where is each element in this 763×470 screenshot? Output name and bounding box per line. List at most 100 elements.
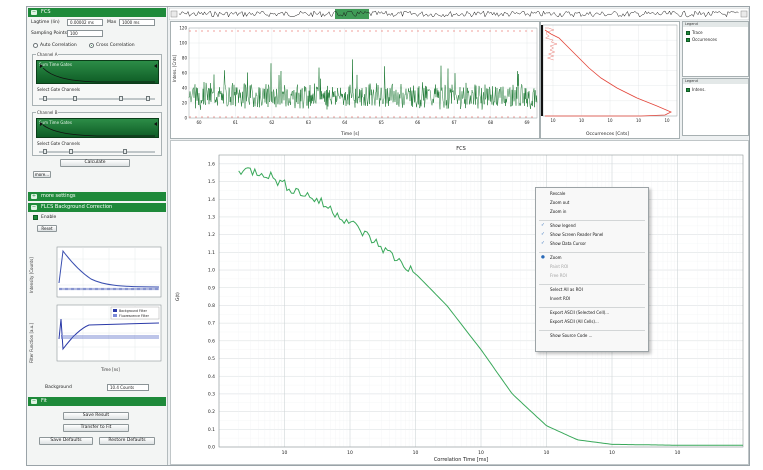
fcs-ylabel: G(t) [175,292,181,301]
fcs-y-tick: 1.5 [208,179,215,185]
trace-chart[interactable]: 0 20 40 60 80 100 120 60 61 62 63 64 65 66 67 68 69 Inte… [170,21,540,139]
more-settings-title: more settings [41,193,76,199]
legend-item-occurrences[interactable]: Occurrences [686,37,717,42]
menu-item-show-source-code[interactable]: Show Source Code ... [550,333,593,338]
channel-a-gate-slider[interactable] [39,98,155,100]
menu-item-rescale[interactable]: Rescale [550,191,566,196]
channel-b-group: Channel B Sum Time Gates Select Gate Cha… [32,110,162,156]
collapse-icon[interactable]: − [31,204,37,210]
menu-item-show-legend[interactable]: Show legend [550,223,576,228]
trace-x-tick: 61 [233,120,239,125]
menu-item-show-data-cursor[interactable]: Show Data Cursor [550,241,587,246]
legend-item-intensity[interactable]: Intens. [686,87,706,92]
menu-item-zoom-in[interactable]: Zoom in [550,209,567,214]
calculate-button[interactable]: Calculate [60,159,130,167]
trace-y-tick: 0 [184,116,187,121]
expand-icon[interactable]: + [31,193,37,199]
upper-plot-grid [57,247,161,297]
channel-b-label: Channel B [36,110,59,115]
checkmark-icon: ✓ [541,232,545,237]
fcs-x-tick: 10 [675,450,681,456]
flcs-filter-plots: Intensity [Counts] Filter Function [a.u.… [29,246,162,372]
fit-section-header[interactable]: − Fit [28,397,166,406]
legend-swatch-background [113,309,117,312]
background-correction-header[interactable]: − FLCS Background Correction [28,203,166,212]
menu-separator [539,307,645,308]
overview-left-arrow-icon [170,10,178,18]
restore-defaults-button[interactable]: Restore Defaults [99,437,155,445]
more-button[interactable]: more... [33,171,51,178]
sampling-input[interactable]: 100 [67,30,103,37]
legend-fluorescence-filter: Fluorescence Filter [119,314,150,318]
channel-a-slider-thumb-4[interactable] [146,96,150,101]
channel-b-sub-label: Sum Time Gates [39,120,72,125]
trace-x-tick: 65 [379,120,385,125]
time-ns-xlabel: Time [ns] [100,367,120,372]
channel-b-decay-plot[interactable]: Sum Time Gates [36,118,159,138]
histogram-x-tick: 10 [636,118,642,123]
fcs-y-tick: 0.2 [208,409,215,415]
cross-correlation-radio[interactable] [89,43,94,48]
top-legend: Legend Trace Occurrences [682,21,749,77]
fcs-section-header[interactable]: − FCS [28,8,166,17]
legend-label-intensity: Intens. [692,87,706,92]
menu-item-invert-roi[interactable]: Invert ROI [550,296,571,301]
trace-y-tick: 40 [182,86,188,91]
trace-x-tick: 64 [342,120,348,125]
channel-a-slider-thumb-2[interactable] [73,96,77,101]
trace-y-tick: 60 [182,71,188,76]
histogram-x-tick: 10 [579,118,585,123]
channel-b-gate-slider[interactable] [39,151,155,153]
trace-chart-svg: 0 20 40 60 80 100 120 60 61 62 63 64 65 66 67 68 69 Inte… [172,26,538,137]
menu-item-select-all-as-roi[interactable]: Select All as ROI [550,287,583,292]
fcs-x-tick: 10 [478,450,484,456]
menu-item-zoom[interactable]: Zoom [550,255,562,260]
top-legend-header: Legend [683,22,748,27]
bottom-legend-header: Legend [683,79,748,84]
application-window: − FCS Lagtime (lin) 0.00002 ms Max 1000 … [26,6,750,466]
occurrence-histogram-chart[interactable]: 10 10 10 10 10 Occurrences [Cnts] [540,21,680,139]
menu-item-show-screen-reader-panel[interactable]: Show Screen Reader Panel [550,232,604,237]
auto-correlation-radio[interactable] [33,43,38,48]
channel-a-slider-thumb-1[interactable] [43,96,47,101]
channel-b-slider-thumb-2[interactable] [69,149,73,154]
channel-a-decay-plot[interactable]: Sum Time Gates [36,60,159,84]
channel-a-gates-label: Select Gate Channels [37,87,80,92]
menu-item-export-ascii-selected-cell[interactable]: Export ASCII (Selected Cell)... [550,310,610,315]
legend-item-trace[interactable]: Trace [686,30,703,35]
collapse-icon[interactable]: − [31,398,37,404]
trace-ylabel: Intens. [Cnts] [172,55,177,82]
fcs-y-tick: 1.1 [208,250,215,256]
trace-overview-strip[interactable] [169,8,749,20]
background-input[interactable]: 10.4 Counts [107,384,149,391]
histogram-x-tick: 10 [664,118,670,123]
trace-x-tick: 68 [488,120,494,125]
fcs-chart[interactable]: FCS 0.0 0.1 0.2 0.3 0.4 0.5 0.6 0.7 0.8 0.9 1.0 1.1… [170,140,749,465]
collapse-icon[interactable]: − [31,9,37,15]
lagtime-input[interactable]: 0.00002 ms [67,19,103,26]
transfer-to-fit-button[interactable]: Transfer to Fit [63,424,129,432]
fcs-x-tick: 10 [413,450,419,456]
histogram-x-tick: 10 [607,118,613,123]
channel-a-slider-thumb-3[interactable] [119,96,123,101]
channel-a-label: Channel A [36,52,59,57]
fcs-y-tick: 0.7 [208,321,215,327]
reset-button[interactable]: Reset [37,225,57,232]
menu-item-export-ascii-all-cells[interactable]: Export ASCII (All Cells)... [550,319,599,324]
enable-checkbox[interactable] [33,215,38,220]
left-panel: − FCS Lagtime (lin) 0.00002 ms Max 1000 … [27,7,168,465]
save-result-button[interactable]: Save Result [63,412,129,420]
more-settings-header[interactable]: + more settings [28,192,166,201]
channel-b-slider-thumb-1[interactable] [43,149,47,154]
trace-x-tick: 67 [452,120,458,125]
fcs-y-tick: 1.3 [208,215,215,221]
menu-item-zoom-out[interactable]: Zoom out [550,200,570,205]
menu-item-paint-roi: Paint ROI [550,264,569,269]
legend-swatch-fluorescence [113,314,117,317]
save-defaults-button[interactable]: Save Defaults [39,437,93,445]
trace-xlabel: Time [s] [340,131,360,137]
max-input[interactable]: 1000 ms [119,19,155,26]
fcs-y-tick: 0.3 [208,392,215,398]
menu-separator [539,220,645,221]
channel-b-slider-thumb-3[interactable] [123,149,127,154]
